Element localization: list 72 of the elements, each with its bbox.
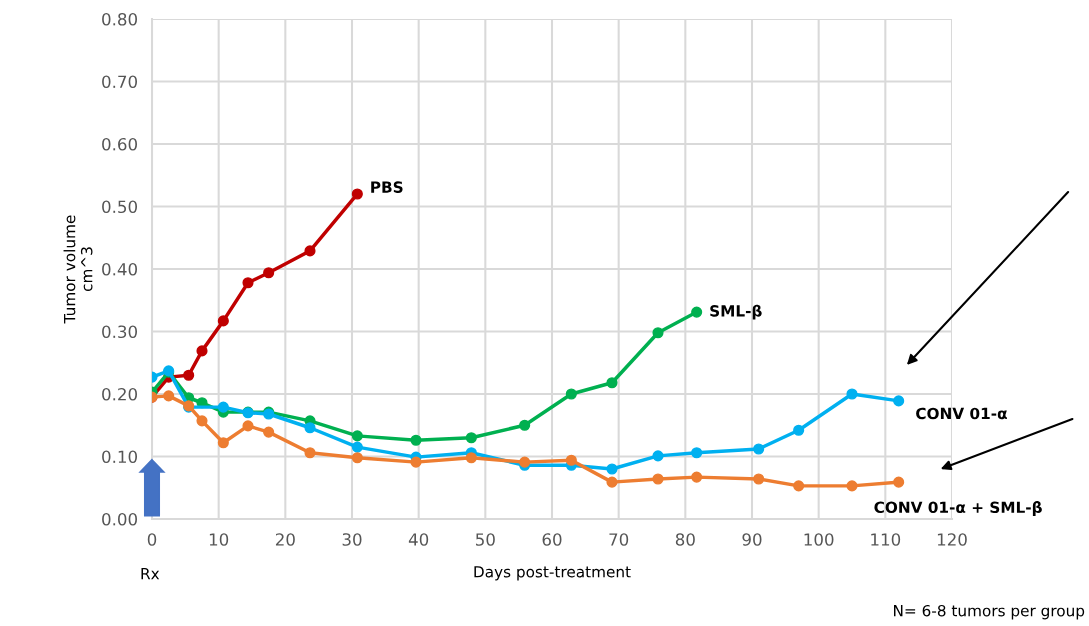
x-tick-label: 40: [408, 533, 429, 546]
x-tick-label: 110: [871, 533, 901, 546]
y-axis-title: Tumor volume cm^3: [63, 215, 93, 324]
point: [304, 245, 316, 257]
x-tick-label: 70: [609, 533, 629, 546]
y-tick-label: 0.60: [102, 137, 137, 151]
point: [893, 395, 905, 407]
point: [465, 432, 477, 444]
point: [351, 188, 363, 200]
x-axis-title: Days post-treatment: [474, 566, 631, 581]
point: [263, 267, 275, 279]
text: N= 6-8 tumors per group: [894, 604, 1085, 620]
point: [196, 345, 208, 357]
point: [196, 415, 208, 427]
point: [217, 401, 229, 413]
series-label: CONV 01-α + SML-β: [874, 501, 1042, 517]
point: [606, 463, 618, 475]
series-label: CONV 01-α: [916, 407, 1007, 420]
x-tick-label: 60: [542, 533, 562, 546]
point: [606, 476, 618, 488]
point: [304, 447, 316, 459]
x-tick-label: 100: [804, 533, 834, 546]
y-tick-label: 0.00: [102, 512, 137, 526]
x-tick-label: 20: [275, 533, 295, 546]
series-label: PBS: [371, 181, 403, 193]
y-tick-label: 0.80: [102, 12, 137, 26]
y-tick-label: 0.20: [102, 387, 137, 401]
point: [793, 424, 805, 436]
point: [846, 480, 858, 492]
point: [183, 369, 195, 381]
point: [217, 315, 229, 327]
point: [793, 480, 805, 492]
point: [351, 452, 363, 464]
point: [606, 377, 618, 389]
x-tick-label: 50: [476, 533, 495, 546]
point: [652, 450, 664, 462]
point: [753, 443, 765, 455]
point: [652, 473, 664, 485]
point: [691, 447, 703, 459]
point: [410, 434, 422, 446]
y-tick-label: 0.10: [102, 450, 137, 464]
series-label: SML-β: [710, 304, 762, 320]
point: [163, 390, 175, 402]
point: [217, 437, 229, 449]
x-tick-label: 0: [147, 533, 157, 546]
point: [519, 419, 531, 431]
point: [242, 277, 254, 289]
point: [753, 473, 765, 485]
point: [652, 327, 664, 339]
y-tick-label: 0.50: [102, 200, 137, 214]
y-tick-label: 0.40: [102, 262, 137, 276]
x-tick-label: 90: [742, 533, 762, 546]
y-tick-label: 0.30: [102, 325, 137, 339]
x-tick-label: 120: [937, 533, 967, 546]
point: [410, 456, 422, 468]
point: [465, 452, 477, 464]
x-tick-label: 30: [342, 533, 362, 546]
point: [351, 430, 363, 442]
point: [691, 306, 703, 318]
x-tick-label: 10: [209, 533, 229, 546]
point: [691, 471, 703, 483]
point: [846, 388, 858, 400]
point: [242, 420, 254, 432]
point: [304, 422, 316, 434]
text: Rx: [141, 568, 160, 580]
point: [565, 388, 577, 400]
point: [893, 476, 905, 488]
point: [263, 426, 275, 438]
point: [565, 454, 577, 466]
point: [351, 441, 363, 453]
y-tick-label: 0.70: [102, 75, 137, 89]
x-tick-label: 80: [675, 533, 695, 546]
